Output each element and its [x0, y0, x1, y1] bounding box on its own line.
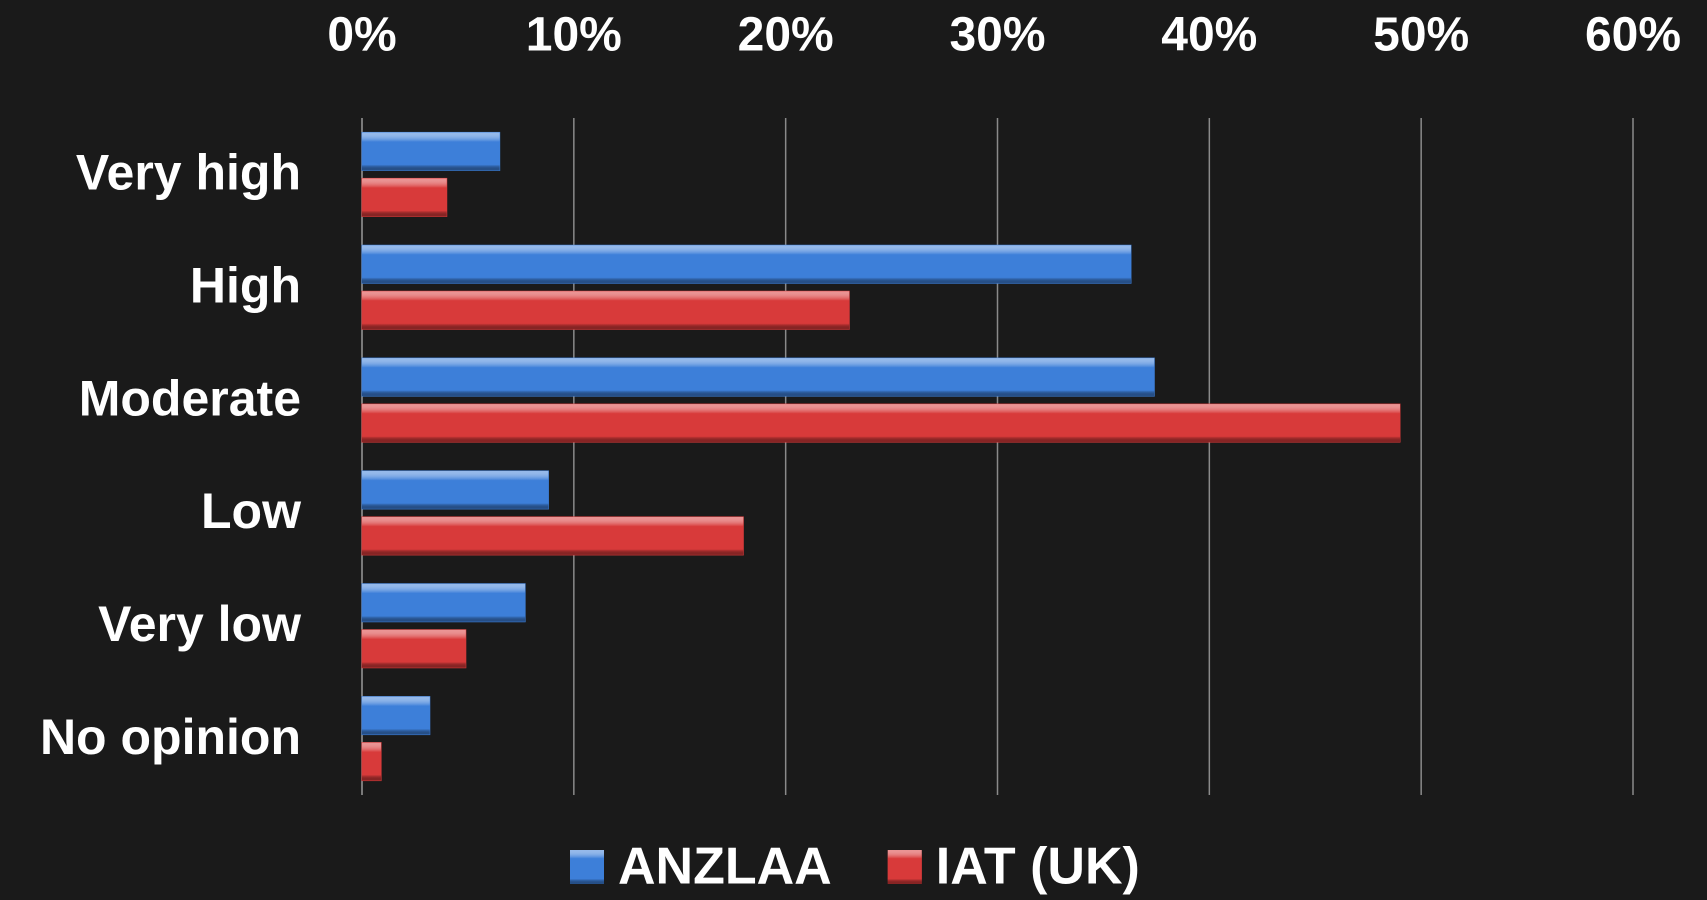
bar-shade	[362, 358, 1155, 397]
y-tick-label: Very high	[76, 145, 301, 201]
x-tick-label: 10%	[526, 9, 622, 62]
y-tick-label: No opinion	[40, 709, 301, 765]
x-tick-label: 40%	[1161, 9, 1257, 62]
bar	[361, 131, 501, 171]
legend-label: ANZLAA	[618, 838, 832, 896]
legend-swatch-shade	[570, 850, 604, 884]
bar	[361, 742, 382, 782]
bar	[361, 696, 431, 736]
bar-shade	[362, 516, 744, 555]
bar	[361, 357, 1155, 397]
x-tick-label: 50%	[1373, 9, 1469, 62]
bar	[361, 583, 526, 623]
bar-shade	[362, 132, 500, 171]
x-tick-label: 20%	[738, 9, 834, 62]
y-tick-label: Very low	[98, 596, 301, 652]
bar-shade	[362, 696, 430, 735]
bar	[361, 470, 549, 510]
bar-shade	[362, 404, 1400, 443]
bar	[361, 177, 448, 217]
bar-shade	[362, 245, 1131, 284]
bar-shade	[362, 629, 466, 668]
legend-label: IAT (UK)	[936, 838, 1140, 896]
x-tick-label: 30%	[949, 9, 1045, 62]
y-tick-label: Low	[201, 483, 301, 539]
bar	[361, 403, 1401, 443]
bar-shade	[362, 291, 850, 330]
y-tick-label: High	[190, 257, 301, 313]
y-tick-label: Moderate	[79, 370, 301, 426]
legend-swatch-shade	[887, 850, 922, 884]
bar	[361, 244, 1132, 284]
x-tick-label: 60%	[1585, 9, 1681, 62]
bar	[361, 516, 744, 556]
bar-shade	[362, 470, 549, 509]
bar-shade	[362, 742, 382, 781]
x-tick-label: 0%	[327, 9, 396, 62]
bar	[361, 629, 467, 669]
bar-shade	[362, 178, 447, 217]
bar-shade	[362, 583, 526, 622]
bar	[361, 290, 850, 330]
